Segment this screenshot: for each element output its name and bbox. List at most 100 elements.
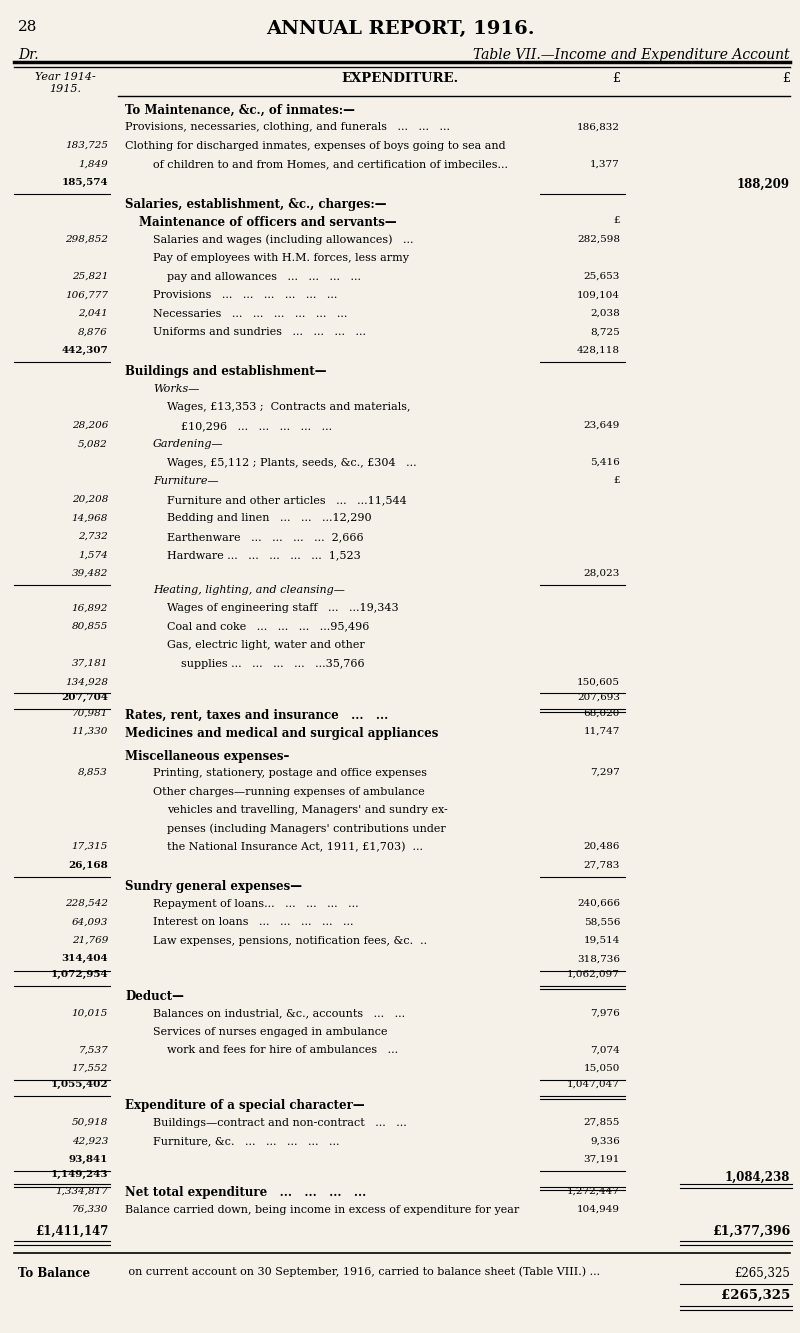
Text: To Balance: To Balance — [18, 1266, 90, 1280]
Text: Uniforms and sundries   ...   ...   ...   ...: Uniforms and sundries ... ... ... ... — [153, 327, 366, 337]
Text: 1,047,047: 1,047,047 — [567, 1080, 620, 1089]
Text: Pay of employees with H.M. forces, less army: Pay of employees with H.M. forces, less … — [153, 253, 409, 263]
Text: 25,653: 25,653 — [584, 272, 620, 281]
Text: Gas, electric light, water and other: Gas, electric light, water and other — [167, 640, 365, 651]
Text: Repayment of loans...   ...   ...   ...   ...: Repayment of loans... ... ... ... ... — [153, 898, 358, 909]
Text: Sundry general expenses—: Sundry general expenses— — [125, 880, 302, 893]
Text: 23,649: 23,649 — [584, 421, 620, 431]
Text: £265,325: £265,325 — [721, 1289, 790, 1302]
Text: Wages of engineering staff   ...   ...19,343: Wages of engineering staff ... ...19,343 — [167, 603, 398, 613]
Text: Buildings—contract and non-contract   ...   ...: Buildings—contract and non-contract ... … — [153, 1118, 406, 1128]
Text: Wages, £5,112 ; Plants, seeds, &c., £304   ...: Wages, £5,112 ; Plants, seeds, &c., £304… — [167, 459, 417, 468]
Text: 2,038: 2,038 — [590, 309, 620, 317]
Text: 14,968: 14,968 — [72, 513, 108, 523]
Text: Other charges—running expenses of ambulance: Other charges—running expenses of ambula… — [153, 786, 425, 797]
Text: 1,149,243: 1,149,243 — [50, 1170, 108, 1180]
Text: 58,556: 58,556 — [584, 917, 620, 926]
Text: Interest on loans   ...   ...   ...   ...   ...: Interest on loans ... ... ... ... ... — [153, 917, 354, 928]
Text: 76,330: 76,330 — [72, 1205, 108, 1214]
Text: £: £ — [782, 72, 790, 85]
Text: Dr.: Dr. — [18, 48, 38, 63]
Text: 17,315: 17,315 — [72, 842, 108, 852]
Text: 188,209: 188,209 — [737, 179, 790, 191]
Text: To Maintenance, &c., of inmates:—: To Maintenance, &c., of inmates:— — [125, 104, 355, 117]
Text: Hardware ...   ...   ...   ...   ...  1,523: Hardware ... ... ... ... ... 1,523 — [167, 551, 361, 560]
Text: 442,307: 442,307 — [62, 345, 108, 355]
Text: 27,855: 27,855 — [584, 1118, 620, 1126]
Text: pay and allowances   ...   ...   ...   ...: pay and allowances ... ... ... ... — [167, 272, 361, 281]
Text: EXPENDITURE.: EXPENDITURE. — [342, 72, 458, 85]
Text: 150,605: 150,605 — [577, 677, 620, 686]
Text: Balance carried down, being income in excess of expenditure for year: Balance carried down, being income in ex… — [125, 1205, 519, 1214]
Text: Table VII.—Income and Expenditure Account: Table VII.—Income and Expenditure Accoun… — [474, 48, 790, 63]
Text: £1,377,396: £1,377,396 — [712, 1225, 790, 1238]
Text: 80,855: 80,855 — [72, 621, 108, 631]
Text: £: £ — [614, 476, 620, 485]
Text: penses (including Managers' contributions under: penses (including Managers' contribution… — [167, 824, 446, 834]
Text: 186,832: 186,832 — [577, 123, 620, 132]
Text: Provisions, necessaries, clothing, and funerals   ...   ...   ...: Provisions, necessaries, clothing, and f… — [125, 123, 450, 132]
Text: 1,849: 1,849 — [78, 160, 108, 168]
Text: 28: 28 — [18, 20, 38, 35]
Text: 7,976: 7,976 — [590, 1008, 620, 1017]
Text: 20,486: 20,486 — [584, 842, 620, 852]
Text: 11,330: 11,330 — [72, 726, 108, 736]
Text: Balances on industrial, &c., accounts   ...   ...: Balances on industrial, &c., accounts ..… — [153, 1008, 405, 1018]
Text: of children to and from Homes, and certification of imbeciles...: of children to and from Homes, and certi… — [153, 160, 508, 169]
Text: 8,725: 8,725 — [590, 327, 620, 336]
Text: Heating, lighting, and cleansing—: Heating, lighting, and cleansing— — [153, 585, 345, 595]
Text: 240,666: 240,666 — [577, 898, 620, 908]
Text: 26,168: 26,168 — [68, 861, 108, 869]
Text: Wages, £13,353 ;  Contracts and materials,: Wages, £13,353 ; Contracts and materials… — [167, 403, 410, 412]
Text: 185,574: 185,574 — [62, 179, 108, 187]
Text: 21,769: 21,769 — [72, 936, 108, 945]
Text: Rates, rent, taxes and insurance   ...   ...: Rates, rent, taxes and insurance ... ... — [125, 709, 388, 721]
Text: 282,598: 282,598 — [577, 235, 620, 244]
Text: Furniture, &c.   ...   ...   ...   ...   ...: Furniture, &c. ... ... ... ... ... — [153, 1136, 339, 1146]
Text: 16,892: 16,892 — [72, 603, 108, 612]
Text: 2,732: 2,732 — [78, 532, 108, 541]
Text: Net total expenditure   ...   ...   ...   ...: Net total expenditure ... ... ... ... — [125, 1186, 366, 1200]
Text: Services of nurses engaged in ambulance: Services of nurses engaged in ambulance — [153, 1026, 387, 1037]
Text: Clothing for discharged inmates, expenses of boys going to sea and: Clothing for discharged inmates, expense… — [125, 141, 506, 151]
Text: Works—: Works— — [153, 384, 199, 395]
Text: Furniture—: Furniture— — [153, 476, 218, 487]
Text: Necessaries   ...   ...   ...   ...   ...   ...: Necessaries ... ... ... ... ... ... — [153, 309, 347, 319]
Text: 1,062,097: 1,062,097 — [567, 970, 620, 978]
Text: 39,482: 39,482 — [72, 569, 108, 579]
Text: supplies ...   ...   ...   ...   ...35,766: supplies ... ... ... ... ...35,766 — [181, 659, 365, 669]
Text: 42,923: 42,923 — [72, 1136, 108, 1145]
Text: 2,041: 2,041 — [78, 309, 108, 317]
Text: 70,981: 70,981 — [72, 709, 108, 717]
Text: 1,272,447: 1,272,447 — [567, 1186, 620, 1196]
Text: 8,853: 8,853 — [78, 768, 108, 777]
Text: 37,191: 37,191 — [584, 1154, 620, 1164]
Text: 10,015: 10,015 — [72, 1008, 108, 1017]
Text: 15,050: 15,050 — [584, 1064, 620, 1073]
Text: 314,404: 314,404 — [62, 954, 108, 964]
Text: 207,693: 207,693 — [577, 693, 620, 702]
Text: 5,416: 5,416 — [590, 459, 620, 467]
Text: the National Insurance Act, 1911, £1,703)  ...: the National Insurance Act, 1911, £1,703… — [167, 842, 423, 853]
Text: 9,336: 9,336 — [590, 1136, 620, 1145]
Text: 318,736: 318,736 — [577, 954, 620, 964]
Text: Deduct—: Deduct— — [125, 990, 184, 1002]
Text: 1,084,238: 1,084,238 — [725, 1170, 790, 1184]
Text: 7,537: 7,537 — [78, 1045, 108, 1054]
Text: Salaries and wages (including allowances)   ...: Salaries and wages (including allowances… — [153, 235, 414, 245]
Text: Gardening—: Gardening— — [153, 440, 224, 449]
Text: Expenditure of a special character—: Expenditure of a special character— — [125, 1100, 365, 1112]
Text: Coal and coke   ...   ...   ...   ...95,496: Coal and coke ... ... ... ...95,496 — [167, 621, 370, 632]
Text: 109,104: 109,104 — [577, 291, 620, 299]
Text: vehicles and travelling, Managers' and sundry ex-: vehicles and travelling, Managers' and s… — [167, 805, 448, 814]
Text: 134,928: 134,928 — [65, 677, 108, 686]
Text: 7,074: 7,074 — [590, 1045, 620, 1054]
Text: Buildings and establishment—: Buildings and establishment— — [125, 365, 326, 379]
Text: Maintenance of officers and servants—: Maintenance of officers and servants— — [139, 216, 397, 229]
Text: 228,542: 228,542 — [65, 898, 108, 908]
Text: Provisions   ...   ...   ...   ...   ...   ...: Provisions ... ... ... ... ... ... — [153, 291, 338, 300]
Text: 298,852: 298,852 — [65, 235, 108, 244]
Text: 28,206: 28,206 — [72, 421, 108, 431]
Text: Law expenses, pensions, notification fees, &c.  ..: Law expenses, pensions, notification fee… — [153, 936, 427, 946]
Text: £: £ — [614, 216, 620, 225]
